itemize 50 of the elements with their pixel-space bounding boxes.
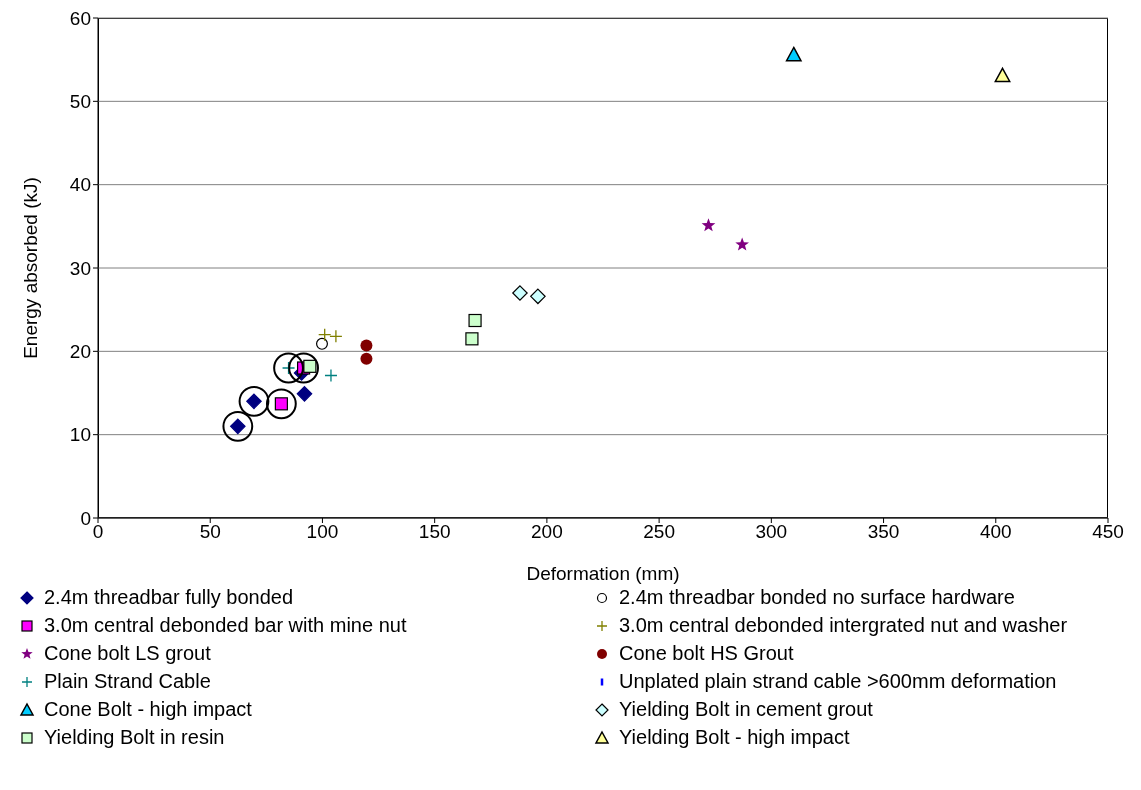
legend-label: Yielding Bolt - high impact: [619, 726, 850, 749]
point: [296, 386, 313, 402]
x-tick-label: 250: [643, 521, 675, 543]
x-tick-label: 300: [755, 521, 788, 543]
point: [324, 368, 338, 383]
point: [530, 288, 546, 305]
point: [265, 388, 297, 420]
y-tick-label: 20: [69, 341, 91, 363]
y-tick-label: 40: [69, 174, 91, 196]
point: [468, 313, 482, 328]
y-tick-label: 50: [69, 91, 91, 113]
legend-label: Unplated plain strand cable >600mm deformation: [619, 670, 1057, 693]
point: [994, 67, 1011, 83]
point: [360, 352, 373, 365]
y-tick-label: 0: [80, 507, 91, 529]
x-tick-label: 150: [418, 521, 451, 543]
point: [288, 352, 319, 384]
legend-label: 3.0m central debonded intergrated nut and washer: [619, 614, 1068, 637]
legend-label: Cone Bolt - high impact: [44, 698, 252, 721]
y-tick-label: 30: [69, 257, 91, 279]
point: [360, 339, 373, 352]
x-tick-label: 400: [979, 521, 1012, 543]
legend-label: Yielding Bolt in cement grout: [619, 698, 873, 721]
legend-label: 2.4m threadbar bonded no surface hardware: [619, 586, 1015, 609]
legend-label: Plain Strand Cable: [44, 670, 211, 693]
point: [222, 410, 254, 442]
y-tick-label: 10: [69, 424, 91, 446]
x-axis-title: Deformation (mm): [526, 563, 680, 584]
y-axis-title: Energy absorbed (kJ): [19, 177, 41, 359]
point: [238, 385, 270, 417]
x-tick-label: 450: [1092, 521, 1124, 543]
legend-label: Yielding Bolt in resin: [44, 726, 225, 749]
x-tick-label: 200: [531, 521, 563, 543]
legend-label: Cone bolt LS grout: [44, 642, 211, 665]
point: [273, 352, 304, 384]
point: [735, 237, 749, 251]
x-tick-label: 100: [306, 521, 339, 543]
x-tick-label: 50: [199, 521, 221, 543]
point: [316, 337, 328, 350]
point: [512, 285, 528, 301]
point: [318, 328, 332, 342]
legend-label: Cone bolt HS Grout: [619, 642, 794, 665]
point: [465, 332, 479, 346]
point: [785, 46, 802, 62]
x-tick-label: 350: [867, 521, 900, 543]
point: [329, 329, 343, 343]
legend-label: 3.0m central debonded bar with mine nut: [44, 614, 407, 637]
legend-label: 2.4m threadbar fully bonded: [44, 586, 294, 609]
y-tick-label: 60: [69, 7, 91, 29]
point: [701, 218, 716, 232]
